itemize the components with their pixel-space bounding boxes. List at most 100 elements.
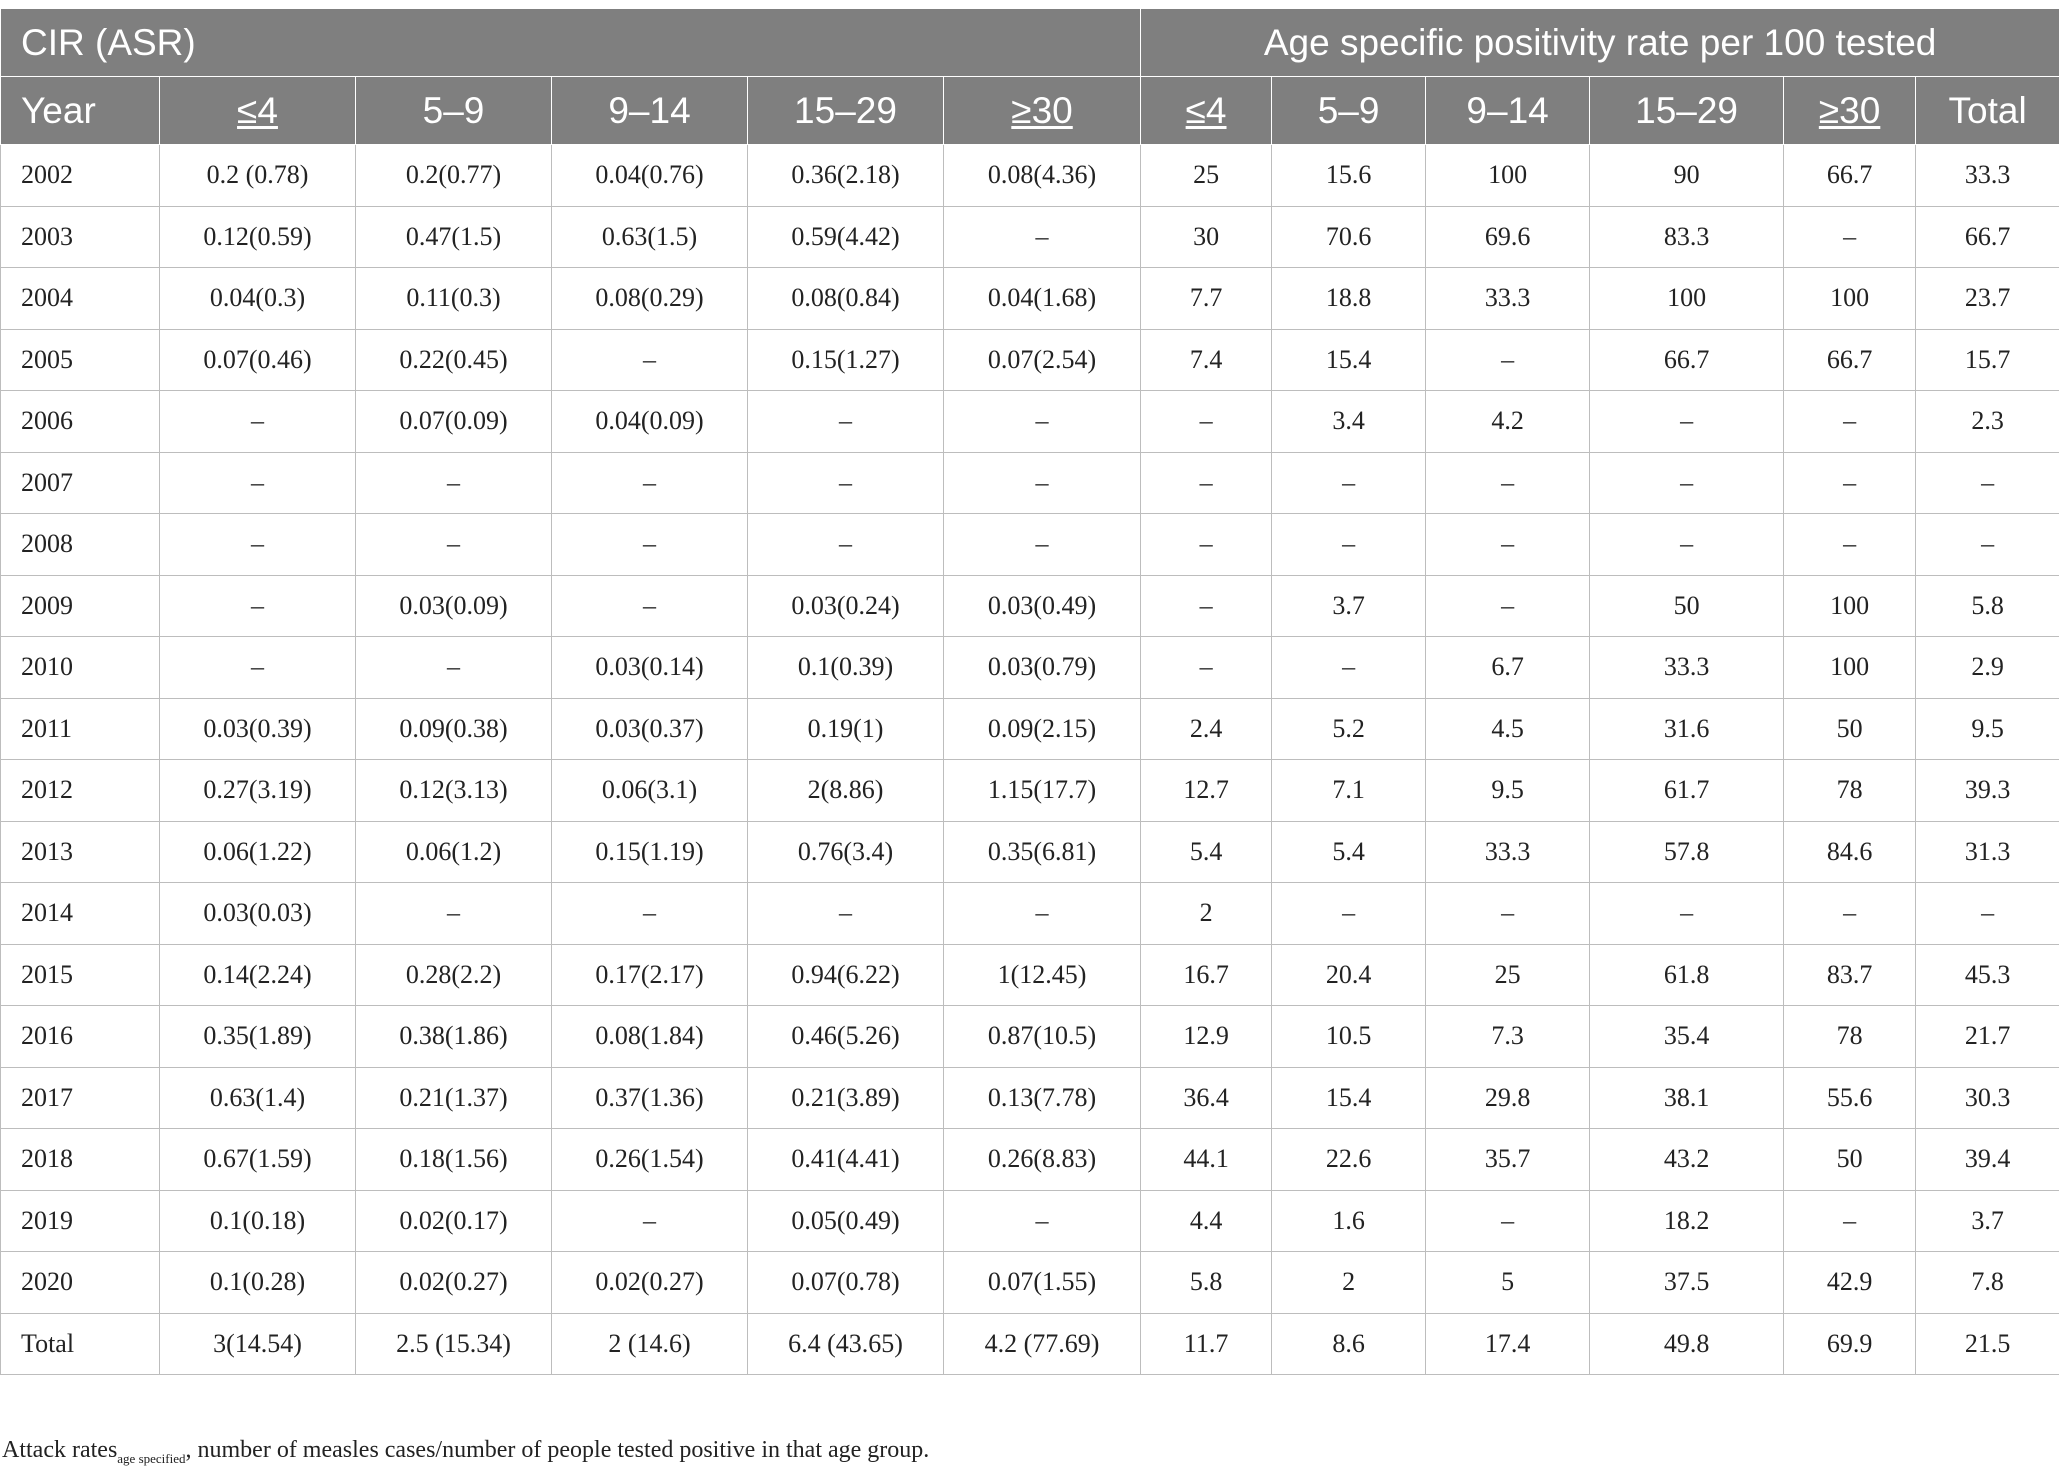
table-row: 2002 0.2 (0.78) 0.2(0.77) 0.04(0.76) 0.36(2.…: [0, 144, 2059, 207]
table-cell: –: [942, 390, 1142, 453]
table-cell: 2.3: [1915, 390, 2059, 453]
table-cell: 0.03(0.03): [159, 882, 356, 945]
table-cell: –: [1140, 390, 1273, 453]
column-header: ≤4: [1140, 76, 1273, 145]
table-cell: –: [1783, 390, 1917, 453]
table-cell: 5.8: [1140, 1251, 1273, 1314]
column-header: Total: [1915, 76, 2059, 145]
table-cell: –: [159, 451, 356, 514]
table-cell: 30.3: [1915, 1066, 2059, 1129]
table-cell: 45.3: [1915, 943, 2059, 1006]
table-cell: 0.21(3.89): [747, 1066, 944, 1129]
table-row: 2008– – – – – – – – – – –: [0, 513, 2059, 576]
table-cell: 18.8: [1271, 267, 1427, 330]
table-cell: 1(12.45): [942, 943, 1142, 1006]
table-cell: 0.04(0.09): [551, 390, 748, 453]
table-cell: –: [159, 574, 356, 637]
table-cell: –: [551, 513, 748, 576]
table-row: 2007– – – – – – – – – – –: [0, 451, 2059, 514]
table-cell: 70.6: [1271, 205, 1427, 268]
table-cell: 37.5: [1589, 1251, 1785, 1314]
table-cell: 5.2: [1271, 697, 1427, 760]
table-cell: 15.4: [1271, 1066, 1427, 1129]
table-cell: 7.1: [1271, 759, 1427, 822]
table-cell: 83.3: [1589, 205, 1785, 268]
table-cell: 0.22(0.45): [355, 328, 552, 391]
table-row: 2018 0.67(1.59) 0.18(1.56) 0.26(1.54) 0.41(4…: [0, 1128, 2059, 1191]
table-cell: –: [1589, 513, 1785, 576]
table-cell: 78: [1783, 759, 1917, 822]
table-cell: 0.03(0.24): [747, 574, 944, 637]
table-cell: 33.3: [1915, 144, 2059, 207]
table-cell: 0.13(7.78): [942, 1066, 1142, 1129]
table-cell: 0.14(2.24): [159, 943, 356, 1006]
row-label: 2018: [0, 1128, 160, 1191]
table-cell: 9.5: [1425, 759, 1591, 822]
table-cell: 0.08(4.36): [942, 144, 1142, 207]
table-cell: 0.06(3.1): [551, 759, 748, 822]
measles-data-table: CIR (ASR) Age specific positivity rate p…: [0, 8, 2059, 1375]
table-cell: 57.8: [1589, 820, 1785, 883]
table-cell: 0.21(1.37): [355, 1066, 552, 1129]
table-cell: 43.2: [1589, 1128, 1785, 1191]
table-cell: –: [1589, 390, 1785, 453]
column-header: 9–14: [1425, 76, 1591, 145]
table-cell: –: [1425, 882, 1591, 945]
table-cell: 4.2 (77.69): [942, 1312, 1142, 1375]
table-cell: 90: [1589, 144, 1785, 207]
table-cell: 0.1(0.39): [747, 636, 944, 699]
table-cell: 23.7: [1915, 267, 2059, 330]
table-cell: 0.26(1.54): [551, 1128, 748, 1191]
table-cell: 0.46(5.26): [747, 1005, 944, 1068]
table-cell: 0.03(0.37): [551, 697, 748, 760]
table-cell: 0.03(0.39): [159, 697, 356, 760]
table-cell: 1.6: [1271, 1189, 1427, 1252]
table-row: 2006–0.07(0.09) 0.04(0.09) – – –3.4 4.2– –2.3: [0, 390, 2059, 453]
table-cell: –: [355, 513, 552, 576]
table-cell: –: [747, 513, 944, 576]
table-cell: 0.05(0.49): [747, 1189, 944, 1252]
table-cell: 0.11(0.3): [355, 267, 552, 330]
table-cell: 4.4: [1140, 1189, 1273, 1252]
table-cell: 12.9: [1140, 1005, 1273, 1068]
table-cell: 0.07(2.54): [942, 328, 1142, 391]
table-cell: 0.09(0.38): [355, 697, 552, 760]
table-cell: 22.6: [1271, 1128, 1427, 1191]
table-cell: 7.8: [1915, 1251, 2059, 1314]
table-cell: 0.37(1.36): [551, 1066, 748, 1129]
table-cell: –: [1271, 882, 1427, 945]
table-cell: 18.2: [1589, 1189, 1785, 1252]
table-cell: 10.5: [1271, 1005, 1427, 1068]
table-cell: 4.5: [1425, 697, 1591, 760]
table-cell: 30: [1140, 205, 1273, 268]
table-cell: 38.1: [1589, 1066, 1785, 1129]
table-cell: 5.4: [1140, 820, 1273, 883]
table-cell: –: [747, 451, 944, 514]
table-cell: 0.94(6.22): [747, 943, 944, 1006]
table-cell: 0.28(2.2): [355, 943, 552, 1006]
table-cell: –: [1915, 513, 2059, 576]
table-cell: 84.6: [1783, 820, 1917, 883]
table-cell: 0.02(0.27): [551, 1251, 748, 1314]
table-cell: –: [1915, 882, 2059, 945]
table-cell: 9.5: [1915, 697, 2059, 760]
row-label: 2004: [0, 267, 160, 330]
row-label: 2007: [0, 451, 160, 514]
table-cell: –: [942, 1189, 1142, 1252]
table-cell: 49.8: [1589, 1312, 1785, 1375]
table-cell: 78: [1783, 1005, 1917, 1068]
table-cell: 12.7: [1140, 759, 1273, 822]
row-label: 2016: [0, 1005, 160, 1068]
table-cell: 0.1(0.18): [159, 1189, 356, 1252]
table-cell: 2: [1140, 882, 1273, 945]
table-cell: 6.4 (43.65): [747, 1312, 944, 1375]
row-label: 2017: [0, 1066, 160, 1129]
column-header: 15–29: [747, 76, 944, 145]
group-header-cir: CIR (ASR): [0, 8, 1142, 77]
table-cell: 25: [1425, 943, 1591, 1006]
table-cell: 0.04(0.3): [159, 267, 356, 330]
table-cell: 3.7: [1915, 1189, 2059, 1252]
table-cell: 0.03(0.14): [551, 636, 748, 699]
row-label: 2014: [0, 882, 160, 945]
table-cell: 0.15(1.19): [551, 820, 748, 883]
